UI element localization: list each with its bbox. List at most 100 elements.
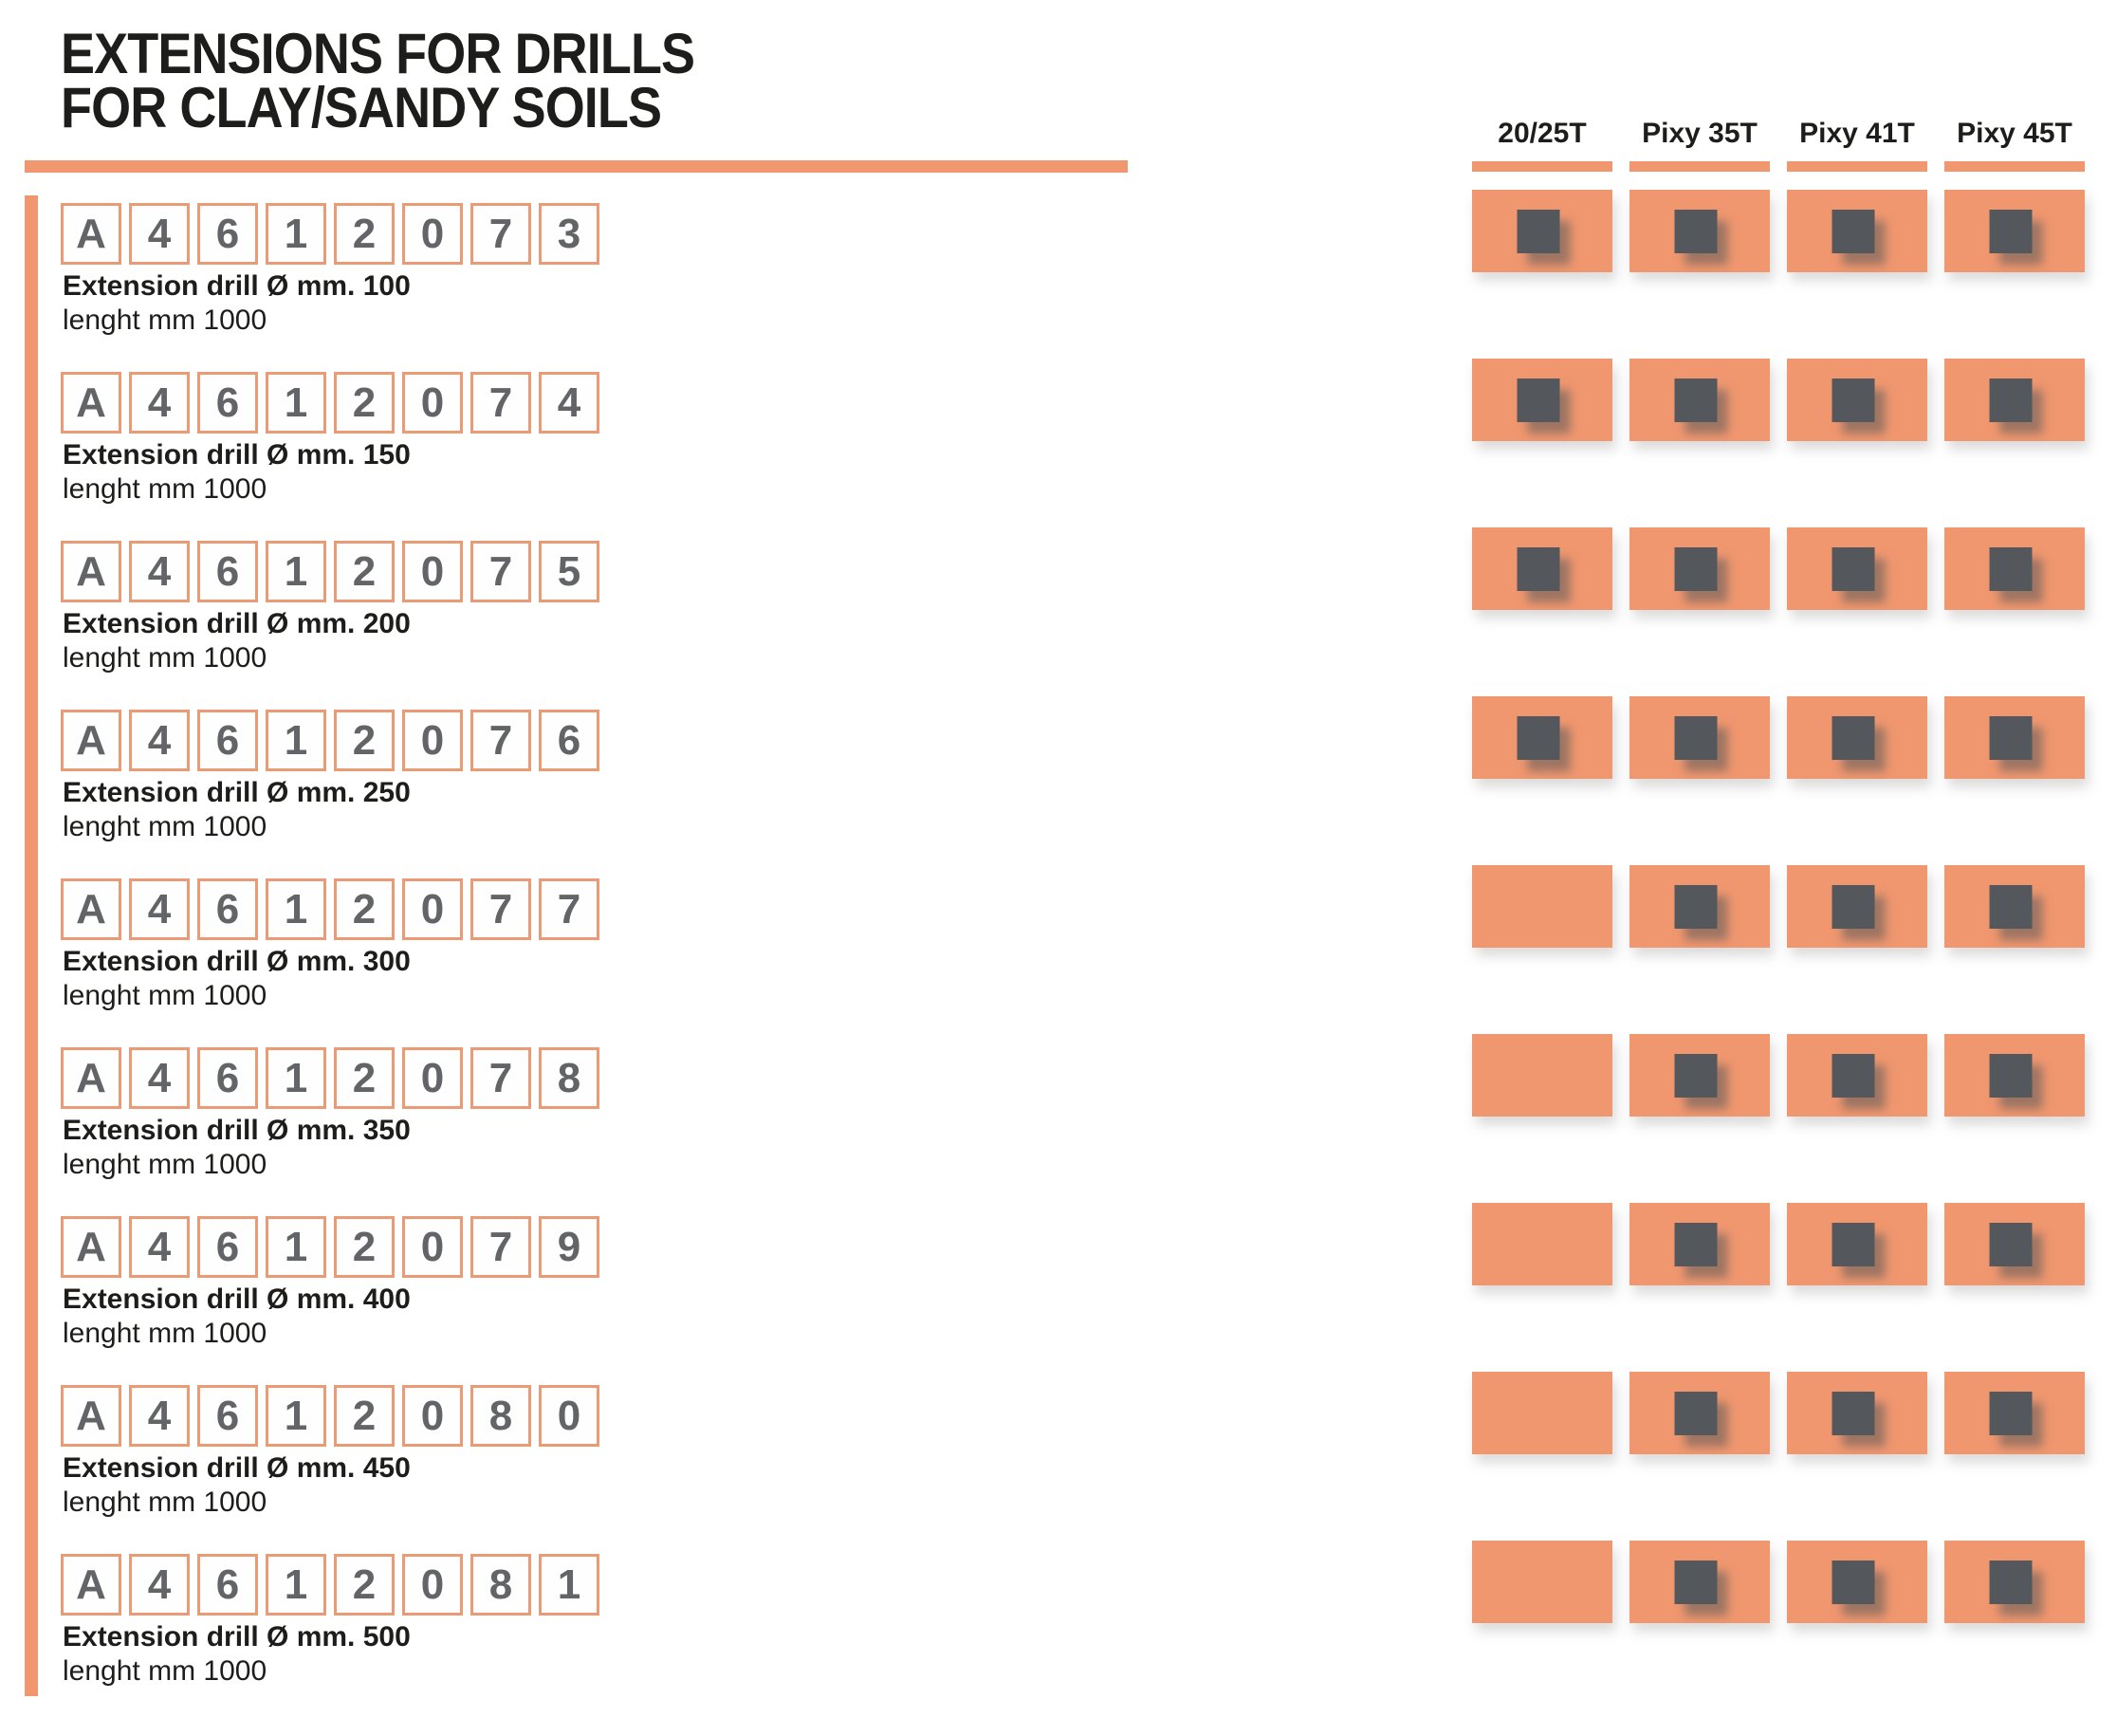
compat-cell (1472, 190, 1612, 272)
compat-cell (1787, 359, 1927, 441)
code-char-box: 4 (129, 541, 190, 602)
product-name: Extension drill Ø mm. 400 (63, 1284, 411, 1315)
code-char-box: 2 (334, 203, 395, 265)
left-accent-bar (25, 195, 38, 1696)
code-char-box: 0 (402, 878, 463, 940)
code-char-box: 4 (129, 878, 190, 940)
code-char-box: 6 (197, 1385, 258, 1447)
code-char-box: 6 (197, 878, 258, 940)
compat-cell (1787, 865, 1927, 948)
column-header-20-25t: 20/25T (1498, 118, 1587, 149)
product-length: lenght mm 1000 (63, 980, 267, 1011)
compat-marker-square (1674, 715, 1718, 760)
product-length: lenght mm 1000 (63, 1318, 267, 1349)
product-length: lenght mm 1000 (63, 811, 267, 842)
compat-cell (1629, 1034, 1770, 1117)
code-char-box: 2 (334, 710, 395, 771)
compat-cell (1944, 190, 2085, 272)
compat-marker-square (1832, 1560, 1875, 1604)
code-char-box: 6 (197, 1047, 258, 1109)
compat-marker-square (1989, 1560, 2033, 1604)
code-char-box: A (61, 1216, 121, 1278)
product-name: Extension drill Ø mm. 300 (63, 946, 411, 977)
compat-marker-square (1989, 1391, 2033, 1435)
code-char-box: 4 (129, 372, 190, 434)
code-char-box: 7 (470, 710, 531, 771)
column-header-pixy-45t: Pixy 45T (1957, 118, 2072, 149)
compat-marker-square (1674, 546, 1718, 591)
code-char-box: 6 (197, 710, 258, 771)
code-char-box: A (61, 541, 121, 602)
compat-cell (1472, 1372, 1612, 1454)
code-char-box: A (61, 203, 121, 265)
code-char-box: A (61, 710, 121, 771)
compat-marker-square (1674, 378, 1718, 422)
code-char-box: 2 (334, 1216, 395, 1278)
compat-cell (1472, 865, 1612, 948)
compat-cell (1944, 527, 2085, 610)
compat-marker-square (1674, 209, 1718, 253)
compat-cell (1629, 1372, 1770, 1454)
code-char-box: 2 (334, 1047, 395, 1109)
code-char-box: A (61, 1047, 121, 1109)
compat-marker-square (1517, 209, 1560, 253)
compat-marker-square (1517, 378, 1560, 422)
compat-marker-square (1674, 1391, 1718, 1435)
code-char-box: 1 (266, 710, 326, 771)
code-char-box: 1 (539, 1554, 599, 1616)
code-char-box: 1 (266, 203, 326, 265)
compat-cell (1472, 1203, 1612, 1285)
compat-cell (1944, 696, 2085, 779)
code-char-box: 7 (470, 1216, 531, 1278)
code-char-box: 7 (470, 541, 531, 602)
compat-marker-square (1989, 1053, 2033, 1098)
compat-marker-square (1832, 209, 1875, 253)
compat-cell (1944, 1541, 2085, 1623)
product-length: lenght mm 1000 (63, 473, 267, 505)
compat-cell (1787, 696, 1927, 779)
code-char-box: 4 (129, 1047, 190, 1109)
compat-marker-square (1832, 546, 1875, 591)
code-char-box: 6 (197, 372, 258, 434)
compat-marker-square (1832, 1391, 1875, 1435)
compat-marker-square (1674, 1053, 1718, 1098)
code-char-box: 4 (129, 710, 190, 771)
compat-cell (1472, 359, 1612, 441)
compat-marker-square (1674, 1222, 1718, 1266)
code-char-box: 7 (539, 878, 599, 940)
compat-cell (1629, 359, 1770, 441)
column-underline-rule (1629, 161, 1770, 172)
code-char-box: A (61, 372, 121, 434)
code-char-box: 1 (266, 1385, 326, 1447)
compat-cell (1787, 190, 1927, 272)
compat-cell (1787, 1541, 1927, 1623)
compat-cell (1787, 1034, 1927, 1117)
code-char-box: 0 (402, 1554, 463, 1616)
product-length: lenght mm 1000 (63, 1149, 267, 1180)
code-char-box: A (61, 1385, 121, 1447)
title-underline-rule (25, 160, 1128, 173)
code-char-box: 6 (197, 1554, 258, 1616)
product-length: lenght mm 1000 (63, 1655, 267, 1687)
compat-cell (1629, 696, 1770, 779)
code-char-box: 4 (129, 1385, 190, 1447)
code-char-box: 5 (539, 541, 599, 602)
compat-marker-square (1517, 546, 1560, 591)
column-underline-rule (1472, 161, 1612, 172)
compat-marker-square (1989, 884, 2033, 929)
code-char-box: 0 (402, 710, 463, 771)
product-name: Extension drill Ø mm. 450 (63, 1452, 411, 1484)
compat-marker-square (1832, 884, 1875, 929)
compat-cell (1629, 1203, 1770, 1285)
compat-marker-square (1989, 546, 2033, 591)
code-char-box: 0 (402, 541, 463, 602)
